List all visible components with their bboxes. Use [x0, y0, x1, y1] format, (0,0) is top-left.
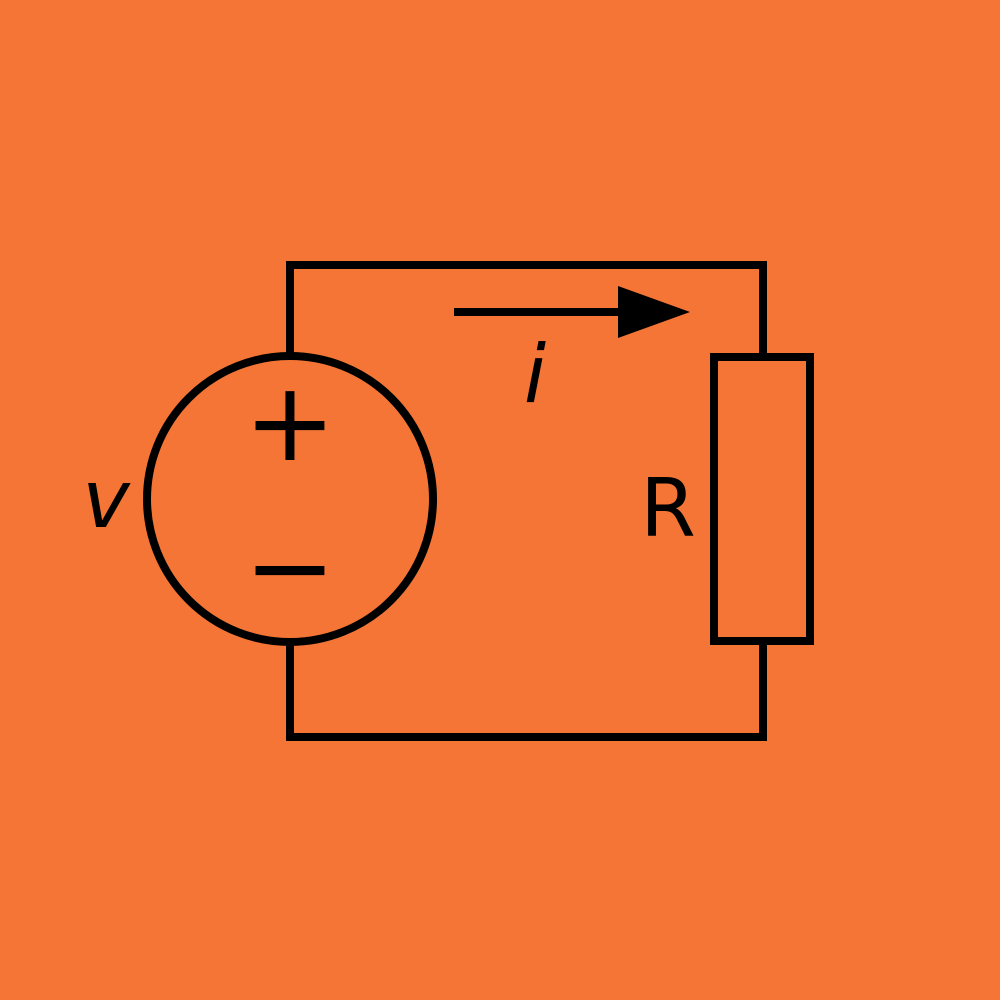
minus-sign: − [244, 503, 336, 631]
top-wire [286, 261, 767, 360]
current-arrow [454, 286, 690, 338]
current-label: i [524, 328, 546, 421]
current-arrow-head [618, 286, 690, 338]
voltage-source [143, 352, 437, 646]
bottom-wire [286, 638, 767, 741]
resistance-label: R [640, 462, 696, 555]
resistor [710, 353, 814, 645]
voltage-label: v [82, 453, 131, 546]
plus-sign: + [244, 358, 336, 486]
